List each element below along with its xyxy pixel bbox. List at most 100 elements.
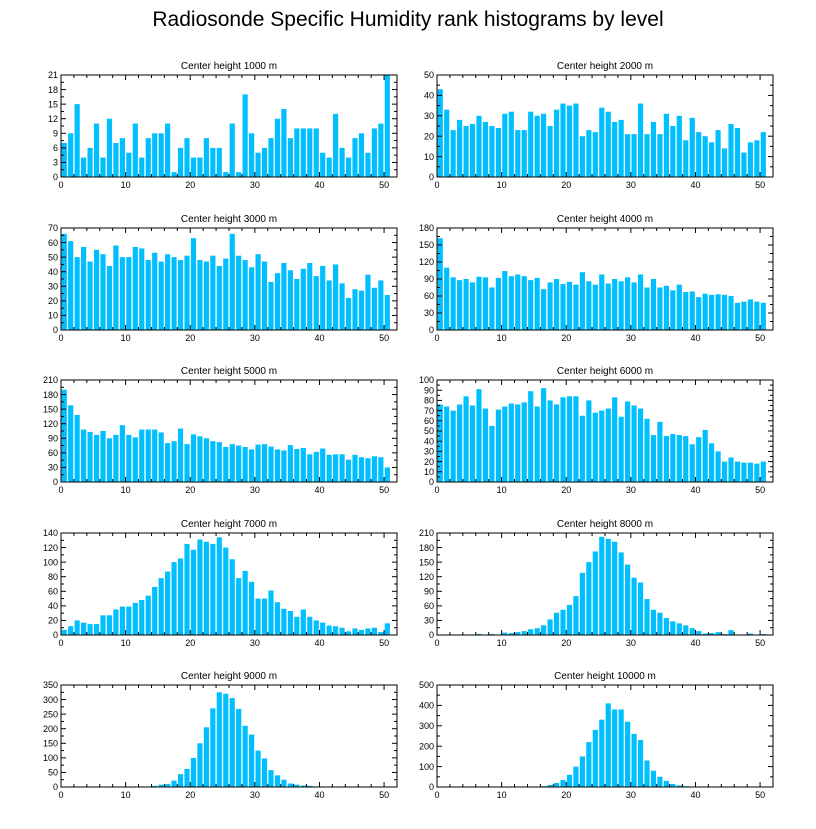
histogram-bar bbox=[586, 562, 591, 635]
x-tick-label: 10 bbox=[121, 638, 131, 648]
histogram-bar bbox=[619, 120, 624, 177]
histogram-bar bbox=[81, 623, 86, 635]
histogram-bar bbox=[268, 138, 273, 177]
histogram-bar bbox=[139, 430, 144, 482]
histogram-bar bbox=[268, 591, 273, 635]
y-tick-label: 90 bbox=[424, 385, 434, 395]
histogram-bar bbox=[722, 462, 727, 482]
histogram-bar bbox=[547, 126, 552, 177]
histogram-bar bbox=[599, 411, 604, 482]
histogram-bar bbox=[327, 280, 332, 330]
x-tick-label: 10 bbox=[497, 180, 507, 190]
histogram-bar bbox=[502, 407, 507, 482]
histogram-bar bbox=[754, 464, 759, 482]
x-tick-label: 30 bbox=[626, 485, 636, 495]
histogram-bar bbox=[528, 391, 533, 482]
histogram-bar bbox=[515, 274, 520, 330]
histogram-bar bbox=[378, 124, 383, 177]
histogram-bar bbox=[288, 611, 293, 635]
histogram-bar bbox=[489, 126, 494, 177]
histogram-bar bbox=[612, 122, 617, 177]
histogram-bar bbox=[339, 628, 344, 635]
histogram-bar bbox=[728, 124, 733, 177]
histogram-bar bbox=[722, 148, 727, 177]
histogram-bar bbox=[573, 104, 578, 177]
histogram-bar bbox=[638, 274, 643, 330]
y-tick-label: 120 bbox=[43, 543, 58, 553]
x-tick-label: 40 bbox=[314, 638, 324, 648]
histogram-bar bbox=[444, 268, 449, 330]
histogram-bar bbox=[741, 153, 746, 177]
histogram-bar bbox=[243, 447, 248, 482]
histogram-bar bbox=[677, 285, 682, 330]
histogram-bar bbox=[593, 285, 598, 330]
y-tick-label: 60 bbox=[424, 291, 434, 301]
panel-title: Center height 7000 m bbox=[181, 519, 277, 530]
histogram-bar bbox=[463, 279, 468, 330]
histogram-bar bbox=[307, 617, 312, 635]
histogram-bar bbox=[133, 124, 138, 177]
x-tick-label: 20 bbox=[561, 485, 571, 495]
histogram-bar bbox=[294, 617, 299, 635]
histogram-bar bbox=[664, 618, 669, 635]
histogram-bar bbox=[126, 257, 131, 330]
histogram-bar bbox=[288, 445, 293, 482]
histogram-bar bbox=[489, 426, 494, 482]
histogram-bar bbox=[210, 441, 215, 482]
histogram-bar bbox=[320, 448, 325, 482]
y-tick-label: 30 bbox=[48, 281, 58, 291]
histogram-bar bbox=[68, 405, 73, 482]
x-tick-label: 50 bbox=[755, 333, 765, 343]
histogram-bar bbox=[580, 272, 585, 330]
x-tick-label: 30 bbox=[626, 638, 636, 648]
histogram-bar bbox=[152, 587, 157, 635]
y-tick-label: 120 bbox=[43, 419, 58, 429]
histogram-bar bbox=[294, 449, 299, 482]
panel-title: Center height 10000 m bbox=[554, 671, 656, 682]
histogram-bar bbox=[372, 628, 377, 635]
histogram-bar bbox=[606, 703, 611, 787]
histogram-bar bbox=[68, 241, 73, 330]
histogram-bar bbox=[580, 136, 585, 177]
plot-frame bbox=[437, 685, 773, 787]
histogram-bar bbox=[522, 276, 527, 330]
histogram-bar bbox=[606, 112, 611, 177]
histogram-bar bbox=[281, 450, 286, 482]
y-tick-label: 150 bbox=[419, 240, 434, 250]
histogram-bar bbox=[696, 437, 701, 482]
histogram-bar bbox=[275, 449, 280, 482]
histogram-bar bbox=[184, 444, 189, 482]
histogram-bar bbox=[152, 430, 157, 482]
y-tick-label: 210 bbox=[43, 375, 58, 385]
histogram-bar bbox=[664, 114, 669, 177]
histogram-bar bbox=[476, 277, 481, 330]
histogram-bar bbox=[223, 694, 228, 787]
histogram-bar bbox=[509, 112, 514, 177]
histogram-bar bbox=[352, 289, 357, 330]
histogram-bar bbox=[515, 130, 520, 177]
histogram-bar bbox=[275, 119, 280, 177]
histogram-bar bbox=[619, 709, 624, 787]
histogram-bar bbox=[690, 444, 695, 482]
histogram-bar bbox=[696, 297, 701, 330]
histogram-bar bbox=[657, 613, 662, 635]
histogram-bar bbox=[171, 562, 176, 635]
histogram-bar bbox=[573, 596, 578, 635]
histogram-bar bbox=[651, 279, 656, 330]
histogram-bar bbox=[483, 277, 488, 330]
histogram-bar bbox=[580, 416, 585, 482]
histogram-bar bbox=[457, 120, 462, 177]
histogram-bar bbox=[281, 609, 286, 635]
histogram-bar bbox=[606, 284, 611, 330]
y-tick-label: 50 bbox=[424, 426, 434, 436]
histogram-bar bbox=[223, 172, 228, 177]
histogram-bar bbox=[191, 434, 196, 482]
histogram-bar bbox=[470, 406, 475, 483]
histogram-bar bbox=[236, 256, 241, 330]
histogram-bar bbox=[100, 615, 105, 635]
histogram-bar bbox=[288, 138, 293, 177]
histogram-bar bbox=[683, 436, 688, 482]
histogram-bar bbox=[120, 257, 125, 330]
